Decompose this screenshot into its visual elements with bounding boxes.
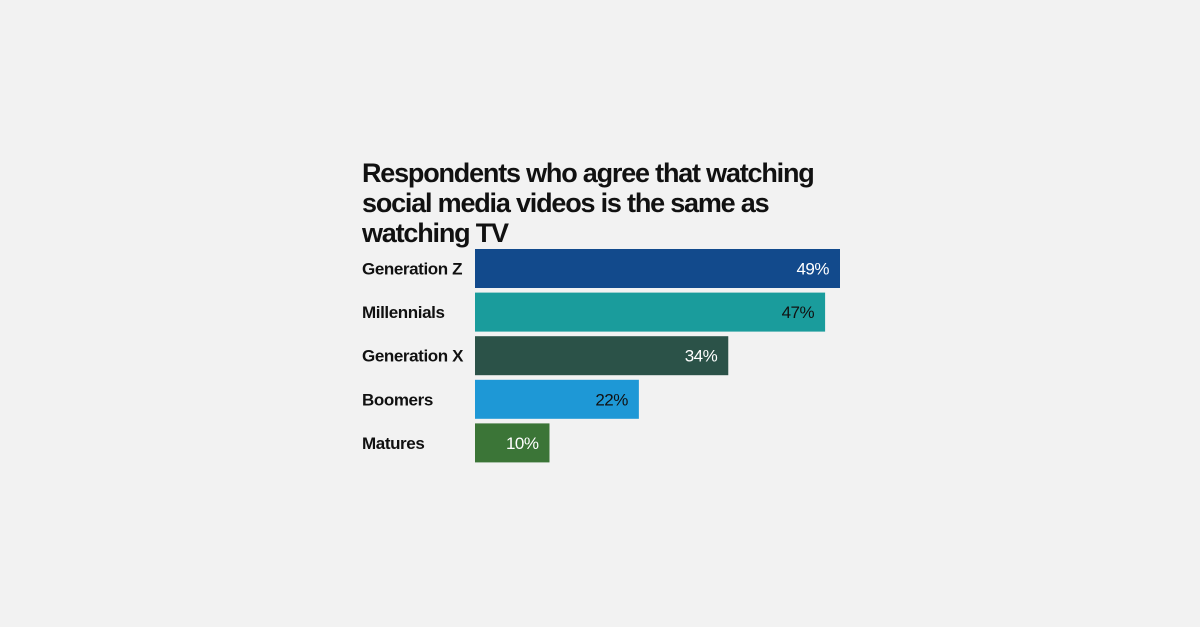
chart-title: Respondents who agree that watching soci…: [362, 158, 815, 248]
value-label: 49%: [796, 260, 829, 279]
value-label: 34%: [685, 347, 718, 366]
category-label: Generation Z: [362, 260, 462, 279]
category-label: Matures: [362, 434, 424, 453]
value-label: 47%: [782, 303, 815, 322]
bar: [475, 423, 550, 463]
bar: [475, 336, 729, 376]
bar: [475, 292, 826, 332]
bar: [475, 379, 639, 419]
category-label: Millennials: [362, 303, 445, 322]
category-label: Generation X: [362, 347, 464, 366]
category-label: Boomers: [362, 390, 433, 409]
value-label: 10%: [506, 434, 539, 453]
value-label: 22%: [595, 390, 628, 409]
bar: [475, 249, 840, 288]
